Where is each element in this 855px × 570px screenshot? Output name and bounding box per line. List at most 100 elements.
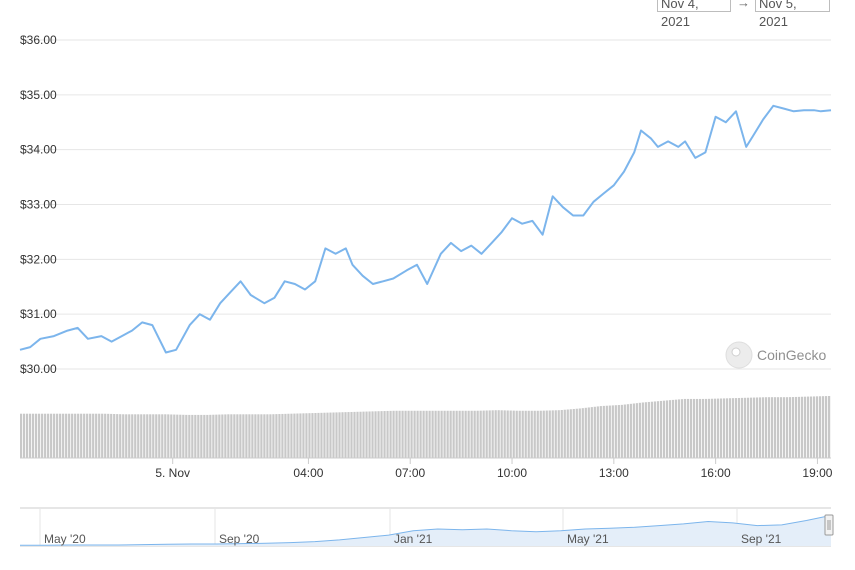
volume-bar — [626, 404, 629, 458]
volume-bar — [242, 414, 245, 458]
x-tick-label: 19:00 — [802, 466, 832, 480]
volume-bar — [536, 410, 539, 458]
volume-bar — [797, 396, 801, 458]
volume-bar — [161, 414, 164, 458]
volume-bar — [95, 413, 98, 458]
volume-bar — [158, 414, 161, 458]
volume-bar — [500, 410, 503, 458]
volume-bar — [806, 396, 810, 458]
volume-bar — [56, 413, 59, 458]
volume-bar — [74, 413, 77, 458]
volume-bar — [269, 414, 272, 458]
volume-bar — [680, 399, 684, 458]
volume-bar — [644, 402, 647, 458]
navigator-label: May '21 — [567, 532, 609, 546]
volume-bar — [113, 414, 116, 458]
volume-bar — [617, 405, 620, 458]
volume-bar — [368, 411, 371, 458]
volume-bar — [728, 398, 732, 458]
volume-bar — [23, 413, 26, 458]
volume-bar — [761, 397, 765, 458]
volume-bar — [578, 408, 581, 458]
volume-bar — [323, 412, 326, 458]
volume-bar — [62, 413, 65, 458]
volume-bar — [608, 405, 611, 458]
navigator[interactable]: May '20 Sep '20 Jan '21 May '21 Sep '21 — [20, 507, 834, 547]
volume-bar — [464, 410, 467, 458]
volume-bar — [737, 397, 741, 458]
volume-bar — [668, 400, 671, 458]
volume-bar — [152, 414, 155, 458]
volume-bar — [98, 413, 101, 458]
volume-bar — [620, 404, 623, 458]
grid-lines — [20, 39, 831, 370]
volume-bar — [689, 398, 693, 458]
volume-bar — [566, 409, 569, 458]
volume-bar — [125, 414, 128, 458]
volume-bar — [803, 396, 807, 458]
volume-bar — [782, 397, 786, 458]
volume-bar — [701, 398, 705, 458]
volume-bar — [659, 400, 662, 458]
y-tick-label: $31.00 — [20, 307, 57, 321]
volume-bar — [53, 413, 56, 458]
volume-bar — [815, 396, 819, 458]
volume-bar — [170, 414, 173, 458]
volume-bar — [596, 406, 599, 458]
volume-bar — [371, 411, 374, 458]
volume-bar — [185, 414, 188, 458]
volume-bar — [632, 403, 635, 458]
volume-bar — [767, 397, 771, 458]
volume-bar — [455, 410, 458, 458]
volume-bar — [695, 398, 699, 458]
volume-bar — [533, 410, 536, 458]
volume-bar — [488, 410, 491, 458]
volume-bar — [416, 410, 419, 458]
volume-bar — [149, 414, 152, 458]
volume-bar — [353, 411, 356, 458]
volume-bar — [560, 410, 563, 458]
navigator-labels: May '20 Sep '20 Jan '21 May '21 Sep '21 — [44, 532, 782, 546]
x-tick-label: 04:00 — [293, 466, 323, 480]
date-range-to-input[interactable]: Nov 5, 2021 — [755, 0, 830, 29]
volume-bar — [707, 398, 711, 458]
volume-bar — [773, 397, 777, 458]
volume-bar — [197, 414, 200, 458]
volume-bar — [134, 414, 137, 458]
volume-bar — [491, 410, 494, 458]
volume-bar — [188, 414, 191, 458]
volume-bar — [314, 413, 317, 458]
x-tick-label: 07:00 — [395, 466, 425, 480]
volume-bar — [686, 398, 690, 458]
volume-bar — [554, 410, 557, 458]
volume-bar — [563, 409, 566, 458]
volume-bar — [89, 413, 92, 458]
volume-bar — [743, 397, 747, 458]
navigator-handle-right[interactable] — [824, 514, 834, 536]
volume-bar — [479, 410, 482, 458]
volume-bar — [167, 414, 170, 458]
volume-bar — [818, 396, 822, 458]
volume-bar — [497, 410, 500, 458]
y-tick-label: $30.00 — [20, 362, 57, 376]
volume-bar — [653, 401, 656, 458]
volume-bar — [749, 397, 753, 458]
volume-bar — [719, 398, 723, 458]
volume-bar — [227, 414, 230, 458]
volume-bar — [521, 410, 524, 458]
volume-bar — [104, 413, 107, 458]
volume-bar — [224, 414, 227, 458]
volume-bar — [545, 410, 548, 458]
price-line — [19, 104, 832, 354]
date-range-arrow: → — [737, 0, 750, 10]
volume-bar — [539, 410, 542, 458]
volume-bar — [116, 414, 119, 458]
volume-bar — [107, 413, 110, 458]
volume-bar — [746, 397, 750, 458]
date-range-from-input[interactable]: Nov 4, 2021 — [657, 0, 731, 29]
volume-bar — [380, 411, 383, 458]
volume-bar — [248, 414, 251, 458]
volume-bar — [431, 410, 434, 458]
volume-bar — [233, 414, 236, 458]
volume-bar — [662, 400, 665, 458]
